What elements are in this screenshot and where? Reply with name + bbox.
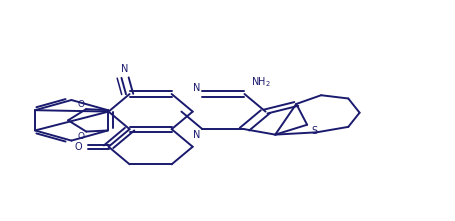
Text: NH$_2$: NH$_2$ [251, 75, 271, 89]
Text: N: N [193, 130, 200, 140]
Text: N: N [193, 83, 200, 93]
Text: O: O [78, 132, 85, 141]
Text: S: S [312, 126, 318, 136]
Text: O: O [75, 142, 82, 152]
Text: O: O [78, 100, 85, 109]
Text: N: N [121, 64, 129, 74]
